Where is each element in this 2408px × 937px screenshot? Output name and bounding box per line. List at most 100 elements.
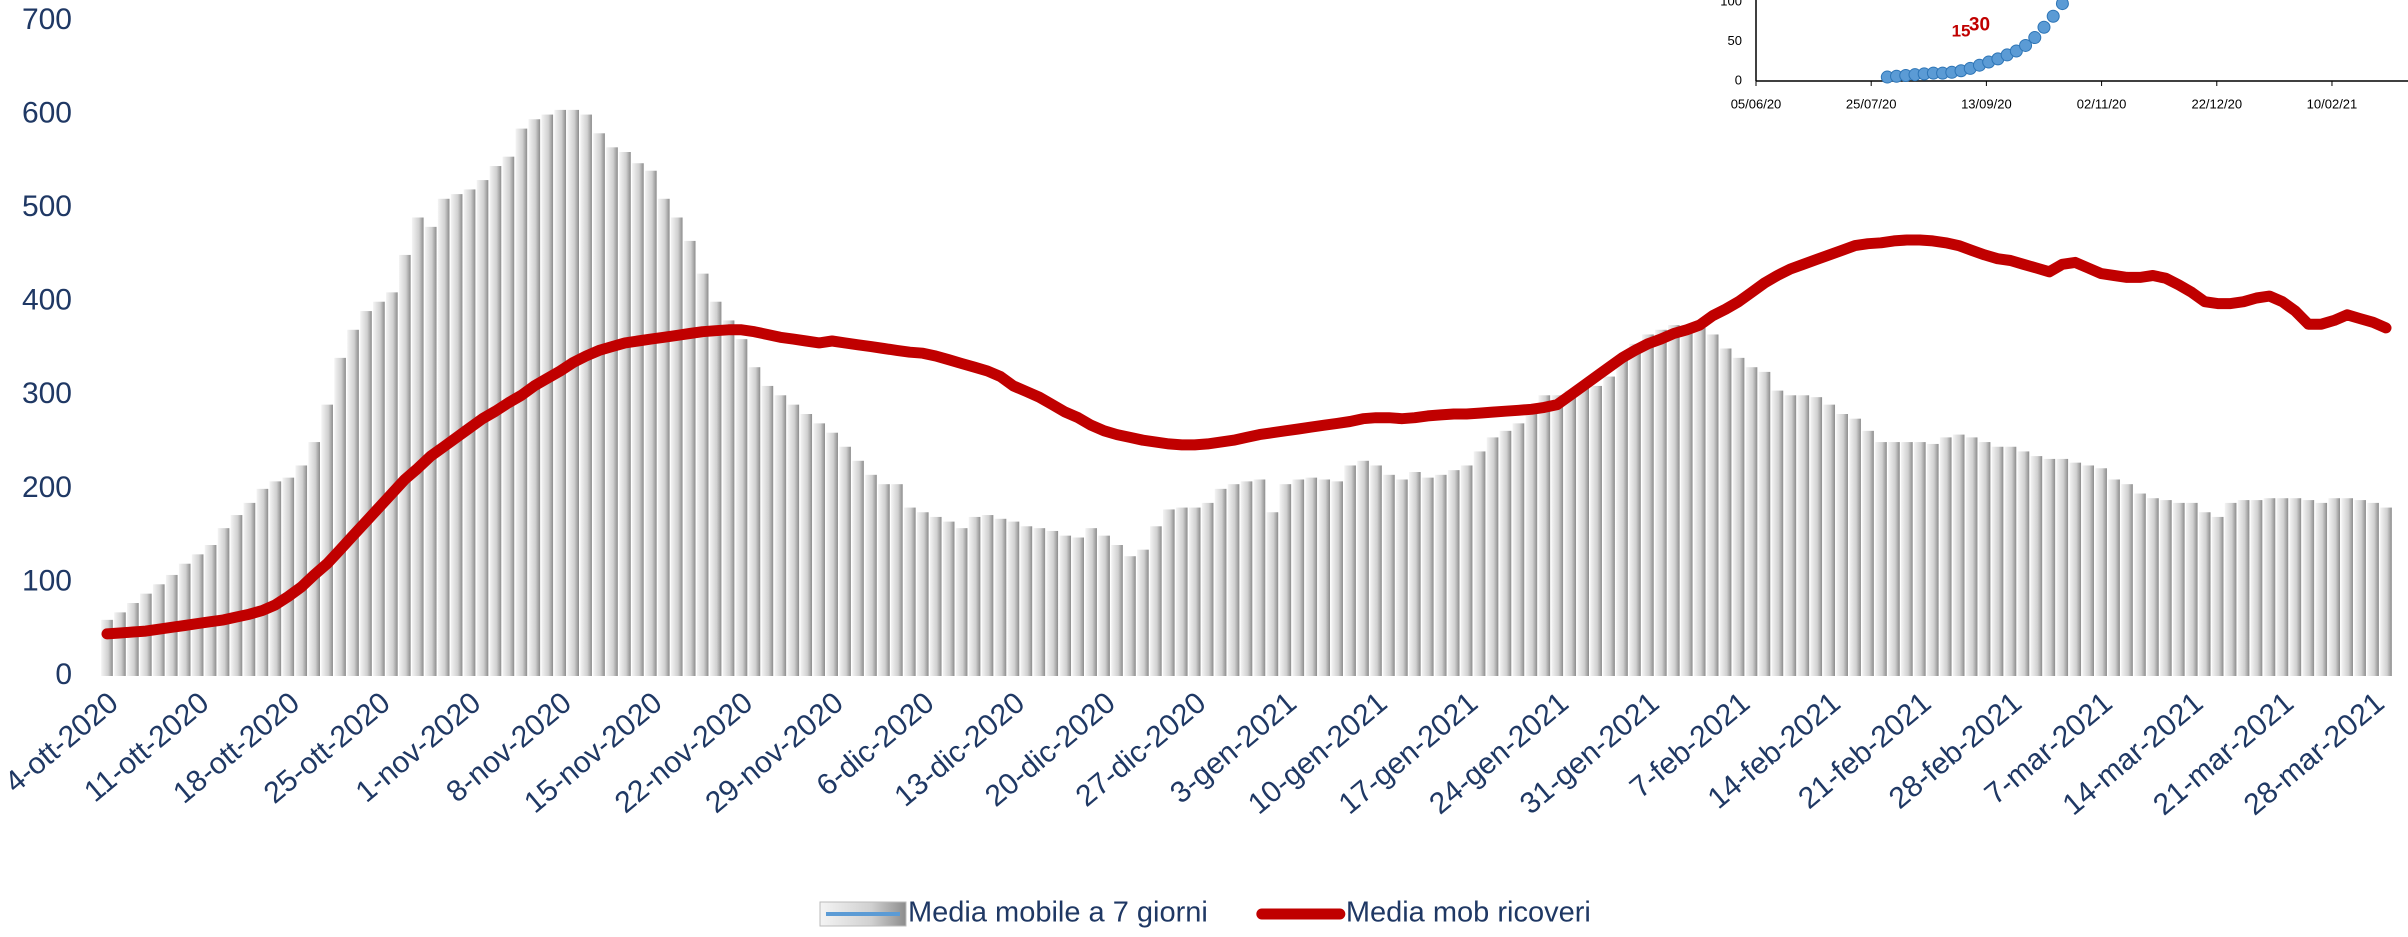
bar [1603,376,1615,676]
bar [2354,500,2366,676]
bar [1085,528,1097,676]
bar [1201,502,1214,676]
y-tick-label: 300 [22,377,72,410]
inset-y-tick-label: 50 [1728,33,1742,48]
bar [1098,535,1110,676]
inset-x-tick-label: 13/09/20 [1961,96,2012,111]
bar [645,170,657,676]
bar [1175,507,1188,676]
bar [2160,500,2172,676]
inset-x-tick-label: 10/02/21 [2307,96,2358,111]
bar [2341,498,2353,676]
bar [1240,481,1253,676]
bar [735,339,748,676]
bar [761,385,774,676]
bar [1706,334,1719,676]
bar [243,502,256,676]
inset-x-tick-label: 05/06/20 [1731,96,1782,111]
bar [2056,458,2069,676]
y-tick-label: 500 [22,190,72,223]
bar [904,507,916,676]
inset-point [2037,20,2051,34]
bar [1421,477,1434,676]
bar [878,484,890,676]
bar [1447,470,1460,676]
bar [1577,387,1589,676]
bar [1901,442,1913,676]
bar [826,432,838,676]
inset-x-tick-label: 22/12/20 [2191,96,2242,111]
bar [1642,334,1654,676]
bar [2198,512,2211,676]
bar [282,477,295,676]
bar [1033,528,1046,676]
bar [2211,516,2224,676]
bar [2134,493,2146,676]
bar [1460,465,1473,676]
bar [981,515,994,676]
bar [1266,512,1279,676]
bar [476,180,489,677]
bar [839,446,851,676]
line [101,234,2392,640]
bar [2095,468,2107,676]
bar [1318,479,1331,676]
bar [1551,395,1564,676]
bar [2367,502,2379,676]
bar [411,217,424,676]
y-tick-label: 100 [22,564,72,597]
bar [683,240,696,676]
inset-background [1676,0,2408,112]
bar [1409,472,1421,676]
bar [2250,500,2263,676]
bar [217,528,230,676]
bar [2185,502,2198,676]
bar [1111,545,1123,676]
legend-label: Media mob ricoveri [1346,897,1591,929]
bar [114,612,126,676]
bar [127,603,139,676]
bar [1525,404,1538,676]
inset-x-tick-label: 02/11/20 [2077,96,2127,111]
bar [1719,348,1732,676]
bar [373,301,385,676]
bar [1629,343,1641,676]
bar [256,488,269,676]
bar [502,156,515,676]
bar [2004,446,2017,676]
bar [865,474,877,676]
bar [1680,325,1693,676]
bar [1150,526,1162,676]
bar [1020,526,1033,676]
bar [994,518,1007,676]
bar [1758,371,1771,676]
bar [2224,502,2237,676]
bar [398,254,411,676]
bar [1486,437,1499,676]
bar [1667,325,1680,676]
bar [1823,404,1836,676]
bar [619,152,631,676]
bar [1978,442,1991,676]
bar [1810,397,1823,676]
bar [308,442,321,676]
bar [800,414,813,676]
bar [942,521,955,676]
bar [1383,474,1395,676]
bar [1124,556,1136,676]
bar [1862,430,1874,676]
bar [1771,390,1784,676]
bar [1784,395,1797,676]
bar [1797,395,1810,676]
bar [2302,500,2315,676]
bar [1655,329,1667,676]
bar [1616,357,1628,676]
y-tick-label: 400 [22,284,72,317]
bar [1292,479,1305,676]
inset-annotation: 30 [1969,15,1990,36]
bar [1952,434,1965,676]
bar [2108,479,2120,676]
inset-y-tick-label: 100 [1720,0,1742,8]
bar [916,512,929,676]
